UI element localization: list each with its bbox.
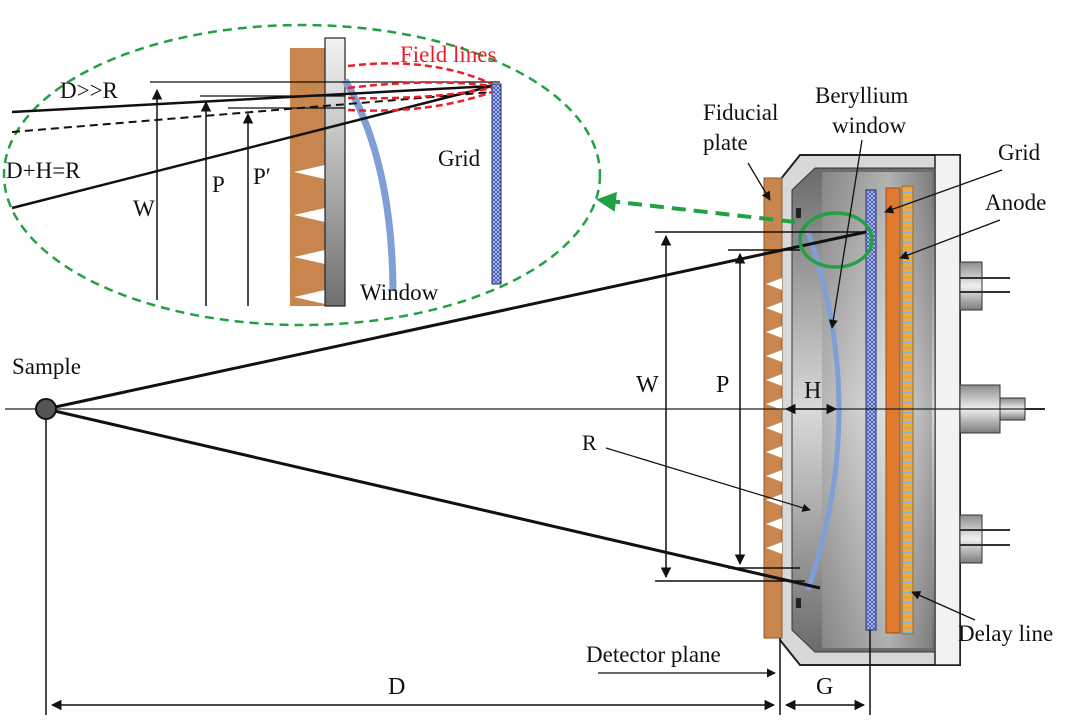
- inset-label-window: Window: [360, 280, 439, 305]
- label-detector-plane: Detector plane: [586, 642, 721, 667]
- inset-label-d-plus-h-eq-r: D+H=R: [6, 158, 81, 183]
- inset-grid: [492, 84, 501, 284]
- anode: [886, 188, 900, 633]
- label-D: D: [388, 674, 405, 700]
- label-fiducial-line2: plate: [703, 130, 748, 155]
- inset-label-d-much-greater-r: D>>R: [60, 78, 119, 103]
- sample-marker: [36, 399, 56, 419]
- ray-lower: [46, 409, 820, 588]
- inset-label-P-prime: P′: [253, 164, 271, 189]
- label-anode: Anode: [985, 190, 1046, 215]
- inset-label-field-lines: Field lines: [400, 42, 497, 67]
- label-fiducial-line1: Fiducial: [703, 100, 778, 125]
- inset-detector-plate: [325, 38, 345, 306]
- label-grid: Grid: [998, 140, 1041, 165]
- housing-rear-flange: [935, 155, 960, 665]
- grid: [866, 190, 876, 630]
- fiducial-plate: [764, 178, 782, 638]
- label-H: H: [804, 378, 821, 404]
- dimension-D: [46, 419, 780, 715]
- label-beryllium-line2: window: [832, 113, 907, 138]
- label-P: P: [716, 372, 729, 398]
- inset-label-grid: Grid: [438, 146, 481, 171]
- label-R: R: [582, 430, 597, 455]
- label-W: W: [636, 372, 659, 398]
- label-sample: Sample: [12, 354, 81, 379]
- connector-bottom: [960, 515, 982, 563]
- label-beryllium-line1: Beryllium: [815, 83, 908, 108]
- inset-label-W: W: [133, 196, 155, 221]
- inset-magnified-view: [4, 25, 600, 325]
- label-delay-line: Delay line: [958, 621, 1053, 646]
- label-G: G: [816, 674, 833, 700]
- inset-label-P: P: [212, 172, 225, 197]
- connector-top: [960, 262, 982, 310]
